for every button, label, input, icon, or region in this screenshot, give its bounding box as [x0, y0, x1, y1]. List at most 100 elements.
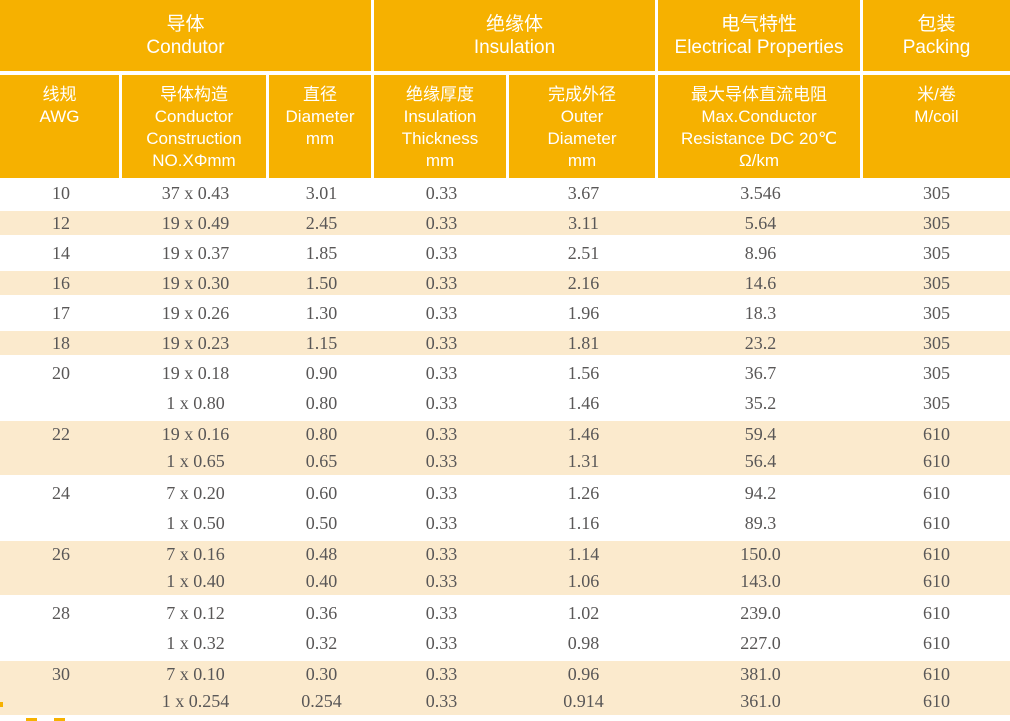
column-header-label: Construction: [146, 129, 242, 148]
column-header-cell: 米/卷 M/coil: [863, 75, 1010, 178]
table-row: 14 19 x 0.37 1.85 0.33 2.51 8.96 305: [0, 238, 1010, 268]
table-cell: 23.2: [744, 332, 777, 353]
table-cell: 0.254: [301, 691, 342, 711]
group-header-label: Electrical Properties: [674, 36, 844, 58]
table-group-header-row: 导体 Condutor 绝缘体 Insulation 电气特性 Electrical Pr…: [0, 0, 1010, 75]
column-header-label: mm: [567, 151, 597, 170]
table-cell: 1.26: [567, 482, 600, 503]
table-cell: 1.46: [567, 424, 600, 444]
group-header-label: 包装: [917, 13, 956, 35]
group-header-cell: 绝缘体 Insulation: [374, 0, 658, 75]
table-cell: 1.14: [567, 544, 600, 564]
table-cell: 14.6: [744, 272, 777, 293]
table-cell: 18.3: [744, 302, 777, 323]
table-row: 1 x 0.50 0.50 0.33 1.16 89.3 610: [0, 508, 1010, 538]
table-cell: 0.98: [567, 632, 600, 653]
table-cell: 610: [923, 482, 950, 503]
table-cell: 7 x 0.10: [166, 664, 225, 684]
table-cell: 1.16: [567, 512, 600, 533]
group-header-label: 绝缘体: [485, 13, 543, 35]
table-row: 12 19 x 0.49 2.45 0.33 3.11 5.64 305: [0, 208, 1010, 238]
table-cell: 381.0: [740, 664, 781, 684]
table-cell: 36.7: [744, 362, 777, 383]
table-cell: 1 x 0.65: [166, 451, 225, 471]
table-cell: 0.914: [563, 691, 604, 711]
table-cell: 610: [923, 571, 950, 591]
table-cell: 1.02: [567, 602, 600, 623]
table-cell: 7 x 0.16: [166, 544, 225, 564]
table-row: 30 7 x 0.10 0.30 0.33 0.96 381.0 610: [0, 658, 1010, 688]
table-cell: 305: [923, 332, 950, 353]
group-header-label: Condutor: [146, 36, 225, 58]
table-cell: 16: [52, 272, 70, 293]
column-header-label: 直径: [303, 85, 337, 104]
table-cell: 89.3: [744, 512, 777, 533]
column-header-label: Thickness: [401, 129, 479, 148]
table-cell: 610: [923, 451, 950, 471]
table-row: 26 7 x 0.16 0.48 0.33 1.14 150.0 610: [0, 538, 1010, 568]
table-cell: 305: [923, 302, 950, 323]
table-cell: 37 x 0.43: [161, 182, 230, 203]
table-cell: 0.50: [305, 512, 338, 533]
table-cell: 305: [923, 212, 950, 233]
group-header-label: 导体: [166, 13, 205, 35]
table-cell: 0.33: [425, 512, 458, 533]
table-cell: 0.33: [425, 632, 458, 653]
table-cell: 150.0: [740, 544, 781, 564]
table-cell: 0.33: [425, 302, 458, 323]
column-header-label: Outer: [560, 107, 604, 126]
column-header-cell: 导体构造 Conductor Construction NO.XΦmm: [122, 75, 269, 178]
table-cell: 361.0: [740, 691, 781, 711]
table-cell: 1.56: [567, 362, 600, 383]
table-cell: 3.01: [305, 182, 338, 203]
table-cell: 0.40: [305, 571, 338, 591]
table-cell: 1.81: [567, 332, 600, 353]
table-row: 24 7 x 0.20 0.60 0.33 1.26 94.2 610: [0, 478, 1010, 508]
table-cell: 610: [923, 691, 950, 711]
table-row: 1 x 0.80 0.80 0.33 1.46 35.2 305: [0, 388, 1010, 418]
table-body: 10 37 x 0.43 3.01 0.33 3.67 3.546 305 12 19 x 0.…: [0, 178, 1010, 718]
column-header-cell: 最大导体直流电阻 Max.Conductor Resistance DC 20℃ Ω/…: [658, 75, 863, 178]
table-cell: 3.11: [568, 212, 599, 233]
table-cell: 28: [52, 602, 70, 623]
table-cell: 610: [923, 424, 950, 444]
table-cell: 0.80: [305, 424, 338, 444]
table-cell: 0.33: [425, 602, 458, 623]
table-row: 28 7 x 0.12 0.36 0.33 1.02 239.0 610: [0, 598, 1010, 628]
table-cell: 1.50: [305, 272, 338, 293]
table-row: 22 19 x 0.16 0.80 0.33 1.46 59.4 610: [0, 418, 1010, 448]
table-row: 16 19 x 0.30 1.50 0.33 2.16 14.6 305: [0, 268, 1010, 298]
table-row: 17 19 x 0.26 1.30 0.33 1.96 18.3 305: [0, 298, 1010, 328]
table-cell: 0.33: [425, 571, 458, 591]
column-header-label: Max.Conductor: [701, 107, 817, 126]
column-header-label: 绝缘厚度: [406, 85, 474, 104]
column-header-label: Conductor: [154, 107, 234, 126]
column-header-label: 最大导体直流电阻: [691, 85, 827, 104]
table-cell: 0.33: [425, 332, 458, 353]
table-cell: 143.0: [740, 571, 781, 591]
table-cell: 0.60: [305, 482, 338, 503]
table-row: 1 x 0.254 0.254 0.33 0.914 361.0 610: [0, 688, 1010, 718]
table-cell: 59.4: [744, 424, 777, 444]
table-cell: 0.33: [425, 451, 458, 471]
table-row: 10 37 x 0.43 3.01 0.33 3.67 3.546 305: [0, 178, 1010, 208]
table-cell: 305: [923, 242, 950, 263]
column-header-label: 线规: [42, 85, 77, 104]
table-row: 18 19 x 0.23 1.15 0.33 1.81 23.2 305: [0, 328, 1010, 358]
table-cell: 19 x 0.16: [161, 424, 230, 444]
table-cell: 610: [923, 512, 950, 533]
group-header-label: Insulation: [473, 36, 556, 58]
table-cell: 56.4: [744, 451, 777, 471]
table-cell: 0.33: [425, 691, 458, 711]
table-cell: 0.80: [305, 392, 338, 413]
table-cell: 0.33: [425, 424, 458, 444]
table-cell: 610: [923, 602, 950, 623]
table-cell: 305: [923, 362, 950, 383]
table-cell: 2.45: [305, 212, 338, 233]
column-header-label: 导体构造: [160, 85, 228, 104]
table-cell: 1 x 0.40: [166, 571, 225, 591]
table-cell: 610: [923, 544, 950, 564]
table-cell: 3.546: [740, 182, 781, 203]
column-header-cell: 线规 AWG: [0, 75, 122, 178]
